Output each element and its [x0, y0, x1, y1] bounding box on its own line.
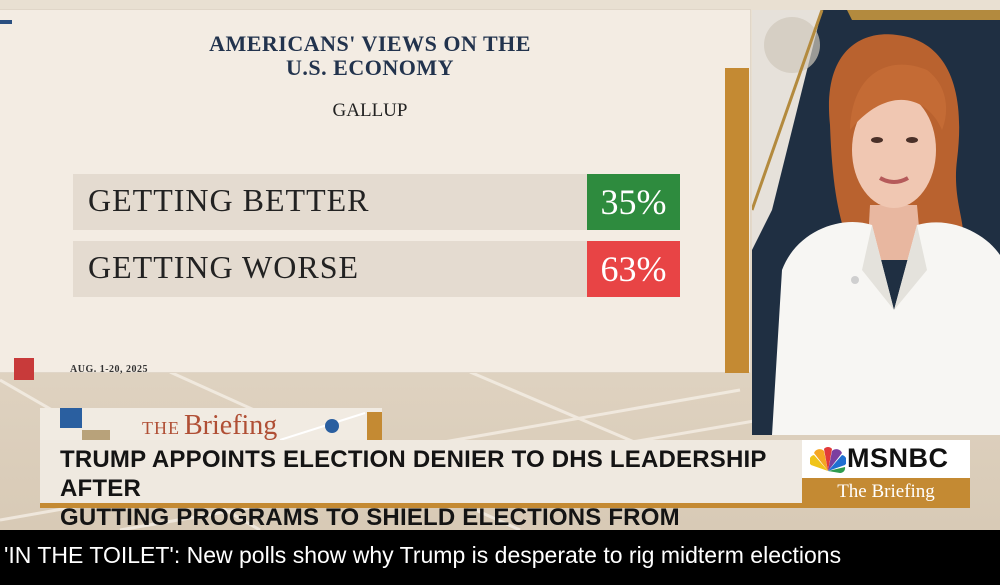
- ticker-accent-line: [40, 503, 970, 508]
- logo-decor: [60, 408, 382, 440]
- poll-row-value: 35%: [587, 174, 680, 230]
- show-logo: THE Briefing: [40, 408, 382, 442]
- title-line-2: U.S. ECONOMY: [286, 55, 454, 80]
- poll-row-better: GETTING BETTER 35%: [73, 174, 680, 230]
- anchor-person-image: [752, 10, 1000, 435]
- poll-row-worse: GETTING WORSE 63%: [73, 241, 680, 297]
- show-logo-text: THE Briefing: [142, 410, 277, 442]
- lower-third-headline: TRUMP APPOINTS ELECTION DENIER TO DHS LE…: [40, 440, 802, 560]
- logo-main: Briefing: [184, 410, 278, 441]
- network-logo: MSNBC: [802, 440, 970, 478]
- network-show-name: The Briefing: [802, 478, 970, 506]
- gold-accent-bar: [725, 68, 749, 373]
- video-title: 'IN THE TOILET': New polls show why Trum…: [4, 542, 842, 568]
- network-name: MSNBC: [847, 443, 949, 473]
- anchor-video: [752, 10, 1000, 435]
- poll-row-label: GETTING WORSE: [88, 249, 360, 285]
- title-line-1: AMERICANS' VIEWS ON THE: [209, 31, 531, 56]
- decor-square: [14, 358, 34, 380]
- peacock-icon: [810, 447, 846, 473]
- poll-row-value: 63%: [587, 241, 680, 297]
- headline-line-1: TRUMP APPOINTS ELECTION DENIER TO DHS LE…: [60, 446, 767, 502]
- poll-date: AUG. 1-20, 2025: [70, 364, 149, 375]
- poll-source: GALLUP: [332, 100, 408, 121]
- poll-row-label: GETTING BETTER: [88, 182, 370, 218]
- graphic-title: AMERICANS' VIEWS ON THE U.S. ECONOMY: [0, 32, 740, 80]
- video-title-bar: 'IN THE TOILET': New polls show why Trum…: [0, 530, 1000, 585]
- logo-prefix: THE: [142, 418, 180, 438]
- accent-rule: [0, 20, 12, 24]
- poll-graphic: AMERICANS' VIEWS ON THE U.S. ECONOMY GAL…: [0, 10, 750, 380]
